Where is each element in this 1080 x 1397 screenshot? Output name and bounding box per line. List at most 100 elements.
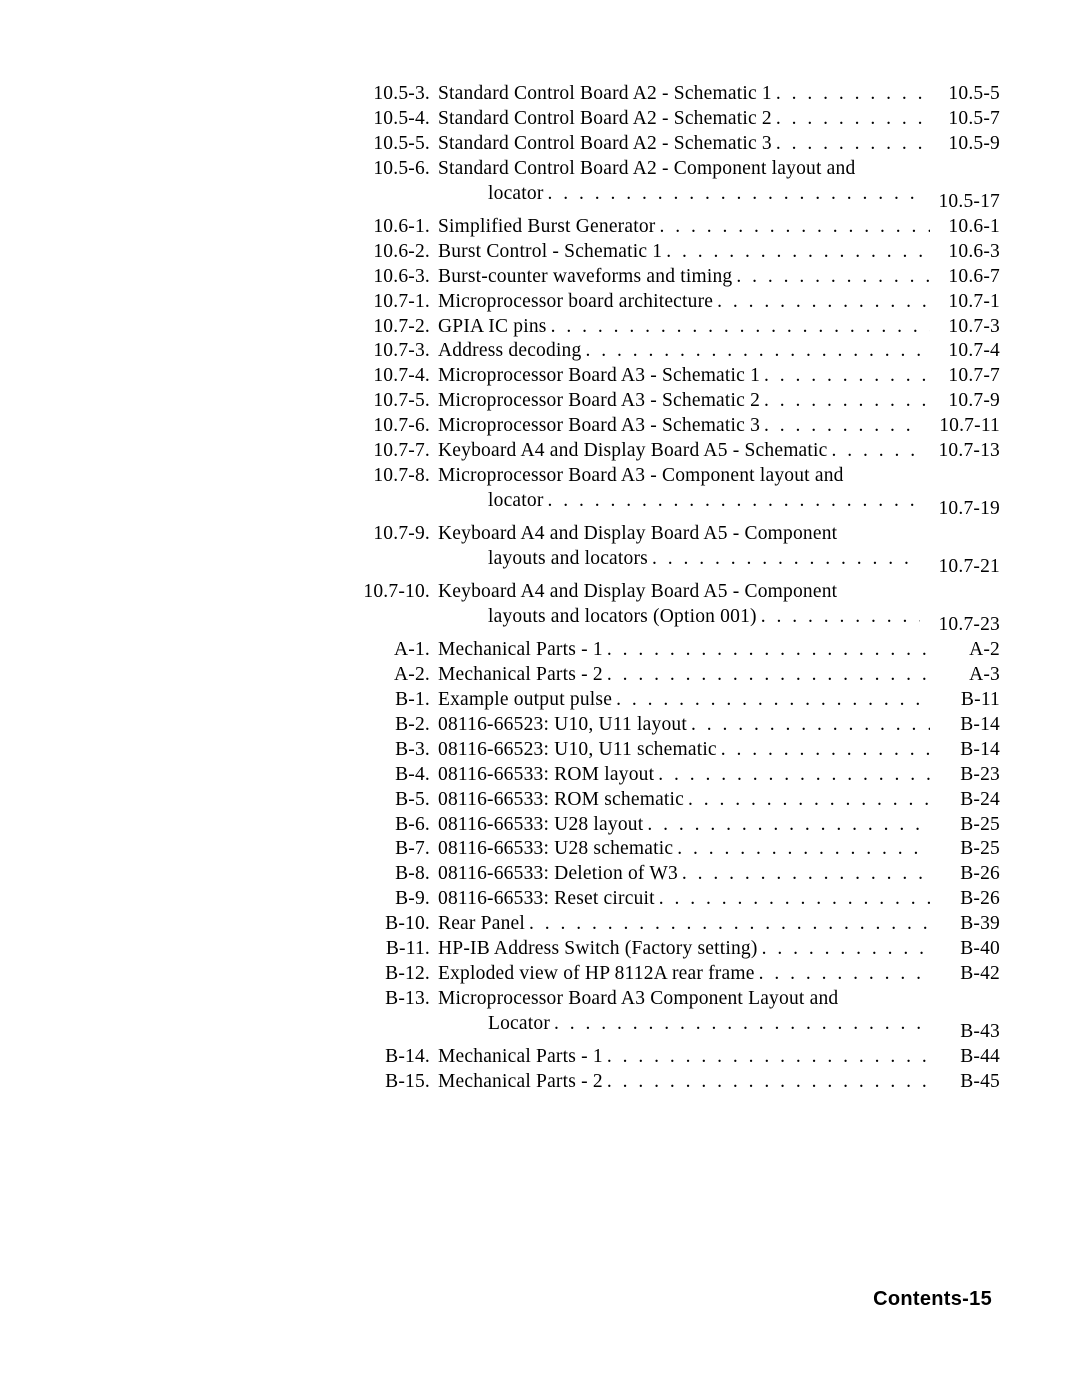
toc-entry-left: 10.7-5.Microprocessor Board A3 - Schemat… bbox=[360, 389, 930, 414]
toc-entry-number: 10.7-8. bbox=[360, 464, 438, 489]
toc-leader-dots: . . . . . . . . . . . . . . . . . . . . … bbox=[544, 489, 921, 514]
toc-entry-left: B-6.08116-66533: U28 layout. . . . . . .… bbox=[360, 813, 930, 838]
toc-entry-left: 10.5-4.Standard Control Board A2 - Schem… bbox=[360, 107, 930, 132]
toc-entry: 10.5-4.Standard Control Board A2 - Schem… bbox=[360, 107, 1000, 132]
toc-entry-page: 10.7-21 bbox=[920, 555, 1000, 580]
toc-entry-title: HP-IB Address Switch (Factory setting) bbox=[438, 937, 758, 962]
toc-entry-left: B-1.Example output pulse. . . . . . . . … bbox=[360, 688, 930, 713]
toc-entry: 10.7-3.Address decoding. . . . . . . . .… bbox=[360, 339, 1000, 364]
toc-entry-left: B-14.Mechanical Parts - 1. . . . . . . .… bbox=[360, 1045, 930, 1070]
toc-entry-title: Burst Control - Schematic 1 bbox=[438, 240, 662, 265]
toc-entry-title: Standard Control Board A2 - Schematic 3 bbox=[438, 132, 772, 157]
toc-entry-left: 10.7-6.Microprocessor Board A3 - Schemat… bbox=[360, 414, 921, 439]
toc-entry-number: 10.7-5. bbox=[360, 389, 438, 414]
toc-leader-dots: . . . . . . . . . . . . . . . . . . . . … bbox=[757, 605, 921, 630]
toc-entry-number bbox=[360, 547, 438, 572]
toc-entry-page: B-42 bbox=[930, 962, 1000, 987]
toc-entry: 10.7-4.Microprocessor Board A3 - Schemat… bbox=[360, 364, 1000, 389]
toc-entry-page: 10.7-19 bbox=[920, 497, 1000, 522]
toc-entry-number: 10.7-2. bbox=[360, 315, 438, 340]
toc-entry-number: B-2. bbox=[360, 713, 438, 738]
toc-entry-left: 10.5-3.Standard Control Board A2 - Schem… bbox=[360, 82, 930, 107]
toc-entry-page: B-26 bbox=[930, 862, 1000, 887]
toc-entry-left: A-2.Mechanical Parts - 2. . . . . . . . … bbox=[360, 663, 930, 688]
toc-leader-dots: . . . . . . . . . . . . . . . . . . . . … bbox=[732, 265, 930, 290]
toc-entry-page: B-45 bbox=[930, 1070, 1000, 1095]
toc-entry-title: layouts and locators (Option 001) bbox=[438, 605, 757, 630]
toc-entry-page: B-26 bbox=[930, 887, 1000, 912]
toc-entry-title: Keyboard A4 and Display Board A5 - Compo… bbox=[438, 580, 837, 605]
toc-entry-title: Microprocessor Board A3 - Schematic 3 bbox=[438, 414, 760, 439]
toc-entry: B-10.Rear Panel. . . . . . . . . . . . .… bbox=[360, 912, 1000, 937]
toc-entry-title: layouts and locators bbox=[438, 547, 648, 572]
toc-entry-title: Standard Control Board A2 - Schematic 2 bbox=[438, 107, 772, 132]
toc-entry: 10.7-1.Microprocessor board architecture… bbox=[360, 290, 1000, 315]
toc-entry-left: B-2.08116-66523: U10, U11 layout. . . . … bbox=[360, 713, 930, 738]
toc-entry-page: 10.5-7 bbox=[930, 107, 1000, 132]
toc-entry-page: B-25 bbox=[930, 813, 1000, 838]
toc-entry-left: 10.7-1.Microprocessor board architecture… bbox=[360, 290, 930, 315]
toc-entry-title: 08116-66533: ROM layout bbox=[438, 763, 654, 788]
table-of-contents: 10.5-3.Standard Control Board A2 - Schem… bbox=[360, 82, 1000, 1095]
toc-entry-number: B-11. bbox=[360, 937, 438, 962]
toc-entry: 10.7-7.Keyboard A4 and Display Board A5 … bbox=[360, 439, 1000, 464]
toc-entry-title: Mechanical Parts - 1 bbox=[438, 1045, 603, 1070]
toc-entry-page: B-24 bbox=[930, 788, 1000, 813]
toc-entry-number: 10.7-9. bbox=[360, 522, 438, 547]
toc-leader-dots: . . . . . . . . . . . . . . . . . . . . … bbox=[687, 713, 930, 738]
toc-entry-number: B-3. bbox=[360, 738, 438, 763]
toc-entry: B-7.08116-66533: U28 schematic. . . . . … bbox=[360, 837, 1000, 862]
toc-leader-dots: . . . . . . . . . . . . . . . . . . . . … bbox=[547, 315, 930, 340]
toc-entry-left: 10.7-4.Microprocessor Board A3 - Schemat… bbox=[360, 364, 930, 389]
toc-entry-number bbox=[360, 1012, 438, 1037]
toc-entry-title: GPIA IC pins bbox=[438, 315, 547, 340]
toc-entry: B-2.08116-66523: U10, U11 layout. . . . … bbox=[360, 713, 1000, 738]
toc-leader-dots: . . . . . . . . . . . . . . . . . . . . … bbox=[654, 763, 930, 788]
toc-entry-number: 10.5-5. bbox=[360, 132, 438, 157]
toc-entry-title: Keyboard A4 and Display Board A5 - Compo… bbox=[438, 522, 837, 547]
toc-entry-left: layouts and locators (Option 001). . . .… bbox=[360, 605, 920, 630]
toc-entry-title: locator bbox=[438, 489, 544, 514]
toc-entry-title: 08116-66533: ROM schematic bbox=[438, 788, 684, 813]
toc-leader-dots: . . . . . . . . . . . . . . . . . . . . … bbox=[684, 788, 930, 813]
toc-entry-page: 10.6-7 bbox=[930, 265, 1000, 290]
toc-entry: 10.5-6.Standard Control Board A2 - Compo… bbox=[360, 157, 1000, 182]
toc-entry-title: 08116-66533: U28 layout bbox=[438, 813, 643, 838]
toc-entry: 10.7-9.Keyboard A4 and Display Board A5 … bbox=[360, 522, 1000, 547]
toc-entry-left: B-11.HP-IB Address Switch (Factory setti… bbox=[360, 937, 930, 962]
toc-leader-dots: . . . . . . . . . . . . . . . . . . . . … bbox=[603, 638, 930, 663]
toc-entry-number: 10.5-3. bbox=[360, 82, 438, 107]
toc-entry-number: B-4. bbox=[360, 763, 438, 788]
toc-leader-dots: . . . . . . . . . . . . . . . . . . . . … bbox=[772, 82, 930, 107]
toc-entry-title: Exploded view of HP 8112A rear frame bbox=[438, 962, 755, 987]
toc-leader-dots: . . . . . . . . . . . . . . . . . . . . … bbox=[828, 439, 921, 464]
toc-leader-dots: . . . . . . . . . . . . . . . . . . . . … bbox=[612, 688, 930, 713]
toc-leader-dots: . . . . . . . . . . . . . . . . . . . . … bbox=[525, 912, 930, 937]
toc-entry-title: Standard Control Board A2 - Component la… bbox=[438, 157, 855, 182]
toc-entry-left: B-8.08116-66533: Deletion of W3. . . . .… bbox=[360, 862, 930, 887]
toc-entry-title: Burst-counter waveforms and timing bbox=[438, 265, 732, 290]
toc-entry-page: 10.7-3 bbox=[930, 315, 1000, 340]
toc-entry-number: B-1. bbox=[360, 688, 438, 713]
toc-entry: layouts and locators. . . . . . . . . . … bbox=[360, 547, 1000, 580]
toc-entry-title: Locator bbox=[438, 1012, 550, 1037]
toc-entry-page: B-40 bbox=[930, 937, 1000, 962]
toc-entry-number: 10.5-4. bbox=[360, 107, 438, 132]
toc-leader-dots: . . . . . . . . . . . . . . . . . . . . … bbox=[760, 389, 930, 414]
toc-leader-dots: . . . . . . . . . . . . . . . . . . . . … bbox=[603, 1045, 930, 1070]
toc-entry-left: B-5.08116-66533: ROM schematic. . . . . … bbox=[360, 788, 930, 813]
toc-entry: B-15.Mechanical Parts - 2. . . . . . . .… bbox=[360, 1070, 1000, 1095]
toc-entry-left: 10.7-2.GPIA IC pins. . . . . . . . . . .… bbox=[360, 315, 930, 340]
toc-leader-dots: . . . . . . . . . . . . . . . . . . . . … bbox=[772, 107, 930, 132]
toc-entry: 10.6-3.Burst-counter waveforms and timin… bbox=[360, 265, 1000, 290]
toc-entry-left: 10.6-3.Burst-counter waveforms and timin… bbox=[360, 265, 930, 290]
toc-entry-title: Microprocessor Board A3 - Component layo… bbox=[438, 464, 844, 489]
toc-entry-title: Mechanical Parts - 2 bbox=[438, 1070, 603, 1095]
toc-entry-page: B-23 bbox=[930, 763, 1000, 788]
toc-entry-page: B-25 bbox=[930, 837, 1000, 862]
toc-leader-dots: . . . . . . . . . . . . . . . . . . . . … bbox=[713, 290, 930, 315]
toc-entry-left: B-10.Rear Panel. . . . . . . . . . . . .… bbox=[360, 912, 930, 937]
toc-entry-left: layouts and locators. . . . . . . . . . … bbox=[360, 547, 920, 572]
toc-entry-page: 10.6-1 bbox=[930, 215, 1000, 240]
toc-leader-dots: . . . . . . . . . . . . . . . . . . . . … bbox=[656, 215, 931, 240]
